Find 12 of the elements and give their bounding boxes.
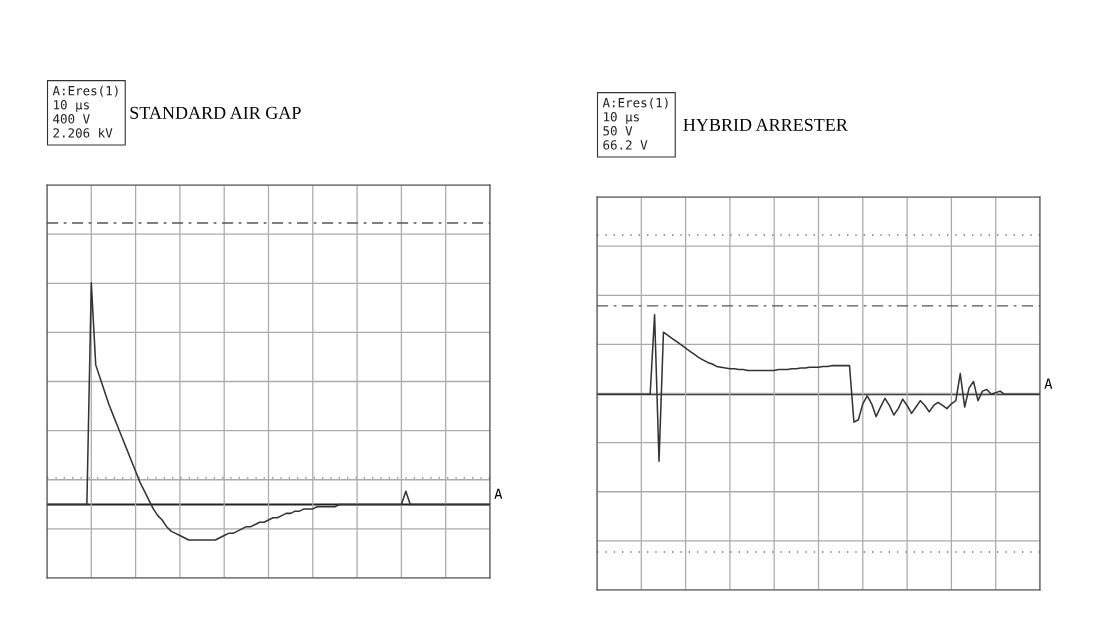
chart-title: STANDARD AIR GAP [130, 106, 301, 119]
text: 66.2 V [603, 140, 648, 150]
text: A [1044, 378, 1053, 389]
text: 2.206 kV [53, 127, 113, 138]
text: 10 µs [54, 100, 89, 112]
text: 50 V [603, 126, 633, 136]
text: A:Eres(1) [52, 85, 118, 97]
text: A [494, 488, 503, 499]
text: 10 µs [604, 112, 639, 124]
text: A:Eres(1) [602, 97, 668, 109]
chart-title: HYBRID ARRESTER [683, 118, 848, 131]
text: 400 V [53, 114, 90, 124]
